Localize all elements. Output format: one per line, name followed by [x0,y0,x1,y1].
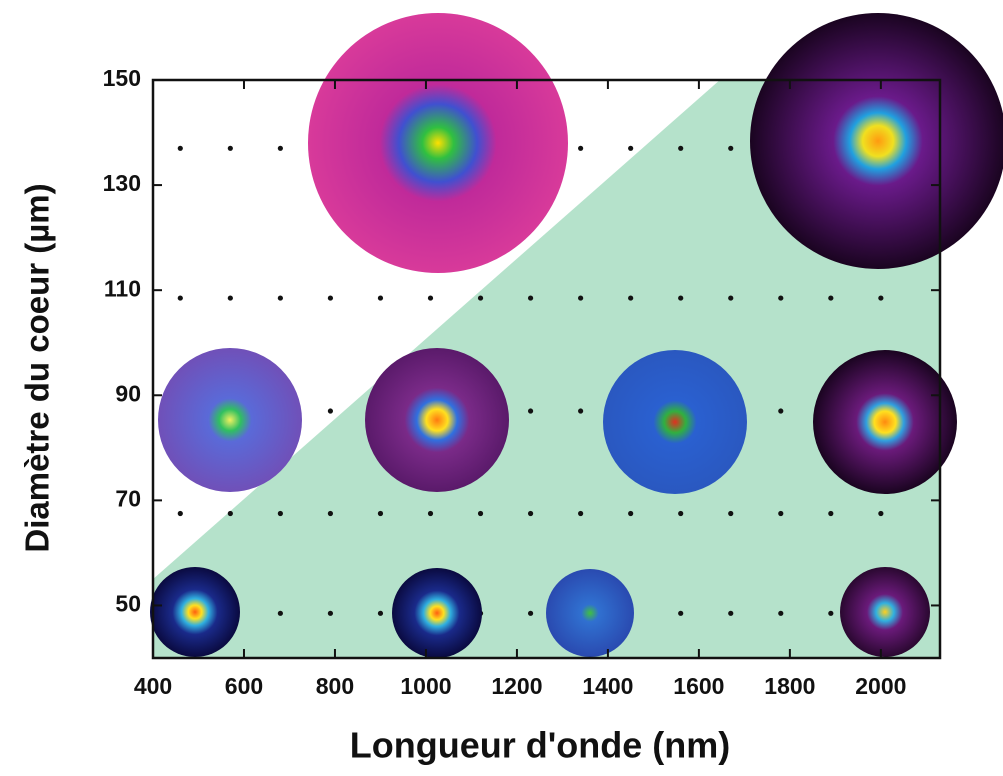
mode-insets [150,13,1003,658]
dot [327,408,334,414]
x-tick-label: 1600 [673,673,724,699]
x-tick-label: 1200 [491,673,542,699]
dot [678,510,684,517]
dot [427,510,434,517]
y-tick-label: 70 [115,485,141,511]
dot [878,295,884,301]
dot [778,610,784,616]
dot [778,295,784,301]
mode-image [603,350,747,494]
x-tick-label: 2000 [855,673,906,699]
dot [628,145,634,151]
dot [377,510,384,517]
dot [327,295,334,301]
dot [828,510,834,517]
plot-background [153,80,940,658]
dot [578,510,584,517]
dot [678,295,684,301]
y-axis-title: Diamètre du coeur (µm) [19,183,56,552]
shaded-region [153,80,940,658]
mode-image [840,567,930,657]
x-tick-label: 400 [134,673,172,699]
dot [678,145,684,151]
dot [878,510,884,517]
dot [828,610,834,616]
mode-image [392,568,482,658]
dot [578,408,584,414]
dot [227,145,233,151]
dot [477,295,484,301]
y-tick-label: 150 [103,65,141,91]
dot [628,295,634,301]
dot [177,510,183,517]
x-tick-label: 800 [316,673,354,699]
x-tick-label: 1800 [764,673,815,699]
dot [778,408,784,414]
mode-image [813,350,957,494]
mode-image [546,569,634,657]
dot [377,295,384,301]
dot [578,145,584,151]
y-tick-label: 90 [115,380,141,406]
x-tick-label: 600 [225,673,263,699]
dot [527,610,534,616]
dot [477,510,484,517]
dot [377,610,384,616]
dot [678,610,684,616]
mode-image [308,13,568,273]
dot [728,610,734,616]
mode-image [150,567,240,657]
dot [277,145,283,151]
dot [177,295,183,301]
dot [327,610,334,616]
plot-frame [151,78,942,660]
dot [227,510,233,517]
dot [728,295,734,301]
dot [828,295,834,301]
dot [327,510,334,517]
dot [227,295,233,301]
dot [728,145,734,151]
dot [728,510,734,517]
dot [277,295,283,301]
y-tick-label: 50 [115,591,141,617]
y-tick-label: 130 [103,170,141,196]
axes: 400 600 800 1000 1200 1400 1600 1800 2000 50 70 90 1… [103,65,942,699]
dot [277,510,283,517]
dot [277,610,283,616]
dot [527,510,534,517]
dot [778,510,784,517]
x-tick-label: 1400 [582,673,633,699]
dot [578,295,584,301]
dot [427,295,434,301]
dot [527,408,534,414]
dot [628,510,634,517]
y-tick-label: 110 [104,275,141,301]
dot [177,145,183,151]
x-axis-title: Longueur d'onde (nm) [350,725,731,766]
x-tick-label: 1000 [400,673,451,699]
mode-image [365,348,509,492]
dot [527,295,534,301]
mode-image [158,348,302,492]
mode-image [750,13,1003,269]
